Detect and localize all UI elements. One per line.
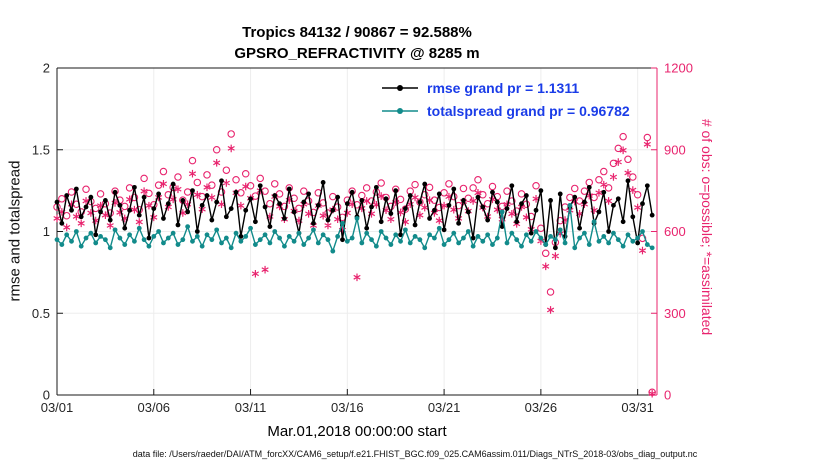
series-scatter-assimilated <box>53 140 656 398</box>
series-line-rmse <box>56 180 653 248</box>
legend-line-sample-totalspread <box>382 107 418 114</box>
chart-title-line2: GPSRO_REFRACTIVITY @ 8285 m <box>234 45 480 62</box>
svg-text:0: 0 <box>664 388 671 403</box>
series-scatter-possible <box>53 130 656 397</box>
svg-text:1: 1 <box>43 224 50 239</box>
svg-text:0: 0 <box>43 388 50 403</box>
tick-labels: 0 0.5 1 1.5 2 0 300 600 900 1200 03/01 03/06 03/11 03… <box>32 61 693 416</box>
svg-text:1.5: 1.5 <box>32 142 50 157</box>
svg-text:900: 900 <box>664 142 686 157</box>
chart-title-line1: Tropics 84132 / 90867 = 92.588% <box>242 24 472 41</box>
svg-text:300: 300 <box>664 306 686 321</box>
svg-text:03/06: 03/06 <box>138 400 171 415</box>
svg-text:03/31: 03/31 <box>621 400 654 415</box>
svg-text:03/11: 03/11 <box>235 400 267 415</box>
legend-label-totalspread: totalspread grand pr = 0.96782 <box>427 102 630 119</box>
legend-item-totalspread: totalspread grand pr = 0.96782 <box>380 99 630 122</box>
legend-line-sample-rmse <box>382 84 418 91</box>
legend: rmse grand pr = 1.1311 totalspread grand… <box>380 76 630 122</box>
svg-text:2: 2 <box>43 61 50 76</box>
series-line-totalspread <box>56 205 653 254</box>
legend-item-rmse: rmse grand pr = 1.1311 <box>380 76 630 99</box>
svg-text:1200: 1200 <box>664 61 693 76</box>
svg-text:03/01: 03/01 <box>41 400 74 415</box>
legend-label-rmse: rmse grand pr = 1.1311 <box>427 79 580 96</box>
svg-text:03/21: 03/21 <box>428 400 461 415</box>
series-markers-totalspread <box>54 202 655 254</box>
svg-text:600: 600 <box>664 224 686 239</box>
x-axis-label: Mar.01,2018 00:00:00 start <box>267 423 447 440</box>
data-file-path: data file: /Users/raeder/DAI/ATM_forcXX/… <box>132 449 698 459</box>
svg-text:0.5: 0.5 <box>32 306 50 321</box>
right-axis-label: # of obs: o=possible; *=assimilated <box>699 118 715 336</box>
svg-text:03/26: 03/26 <box>525 400 558 415</box>
left-axis-label: rmse and totalspread <box>6 160 24 302</box>
svg-text:03/16: 03/16 <box>331 400 364 415</box>
